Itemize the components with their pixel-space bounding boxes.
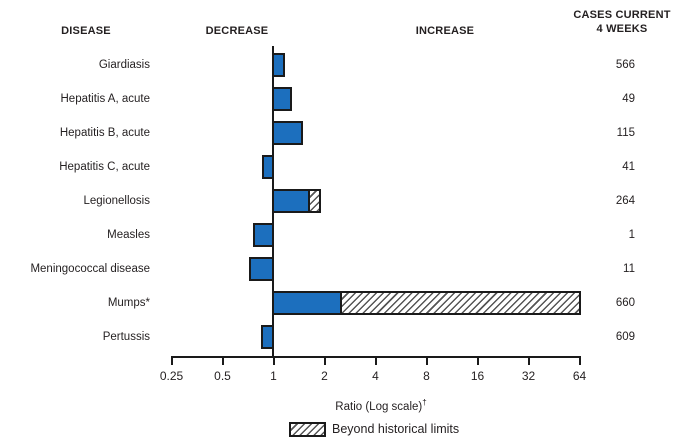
column-header-cases-line1: CASES CURRENT <box>573 9 671 21</box>
x-axis-tick-label: 0.25 <box>159 369 184 383</box>
x-axis-tick-label: 2 <box>321 369 328 383</box>
decrease-bar <box>260 325 274 349</box>
increase-bar <box>272 291 343 315</box>
decrease-bar <box>252 223 274 247</box>
x-axis-tick-label: 8 <box>423 369 430 383</box>
x-axis-title-text: Ratio (Log scale) <box>335 400 423 413</box>
disease-label: Pertussis <box>102 331 150 343</box>
cases-value: 41 <box>622 161 635 173</box>
x-axis-tick <box>578 356 581 365</box>
disease-label: Hepatitis A, acute <box>60 93 151 105</box>
legend-beyond-limits-label: Beyond historical limits <box>332 422 460 436</box>
cases-value: 566 <box>615 59 635 71</box>
x-axis-tick-label: 1 <box>270 369 277 383</box>
x-axis-tick-label: 64 <box>572 369 587 383</box>
disease-label: Measles <box>107 229 150 241</box>
increase-bar <box>272 87 292 111</box>
x-axis-title: Ratio (Log scale)† <box>276 396 486 414</box>
x-axis-tick-label: 16 <box>470 369 485 383</box>
dagger-footnote-marker: † <box>422 398 427 407</box>
disease-label: Hepatitis C, acute <box>59 161 150 173</box>
x-axis-tick <box>527 356 530 365</box>
x-axis-tick <box>272 356 275 365</box>
x-axis-tick-label: 0.5 <box>214 369 231 383</box>
x-axis-tick <box>425 356 428 365</box>
increase-bar <box>272 53 285 77</box>
cases-value: 660 <box>615 297 635 309</box>
disease-label: Mumps* <box>107 297 150 309</box>
x-axis-tick <box>221 356 224 365</box>
column-header-disease: DISEASE <box>61 25 111 37</box>
increase-bar <box>272 189 311 213</box>
cases-value: 11 <box>623 263 635 275</box>
legend-beyond-limits-swatch <box>289 422 326 437</box>
x-axis-tick <box>170 356 173 365</box>
column-header-increase: INCREASE <box>415 25 475 37</box>
cases-value: 49 <box>622 93 635 105</box>
cases-value: 115 <box>616 127 635 139</box>
disease-label: Giardiasis <box>98 59 150 71</box>
x-axis-tick <box>476 356 479 365</box>
decrease-bar <box>261 155 274 179</box>
x-axis-tick <box>374 356 377 365</box>
x-axis-tick <box>323 356 326 365</box>
increase-bar <box>272 121 304 145</box>
disease-label: Legionellosis <box>83 195 151 207</box>
column-header-cases: CASES CURRENT 4 WEEKS <box>561 8 680 36</box>
column-header-cases-line2: 4 WEEKS <box>596 23 648 35</box>
column-header-decrease: DECREASE <box>205 25 269 37</box>
disease-label: Meningococcal disease <box>30 263 150 275</box>
disease-label: Hepatitis B, acute <box>59 127 150 139</box>
x-axis-tick-label: 32 <box>521 369 536 383</box>
cases-value: 264 <box>615 195 635 207</box>
beyond-historical-limits-segment <box>308 189 322 213</box>
cases-value: 609 <box>615 331 635 343</box>
decrease-bar <box>248 257 274 281</box>
x-axis-tick-label: 4 <box>372 369 379 383</box>
beyond-historical-limits-segment <box>340 291 581 315</box>
cases-value: 1 <box>628 229 635 241</box>
